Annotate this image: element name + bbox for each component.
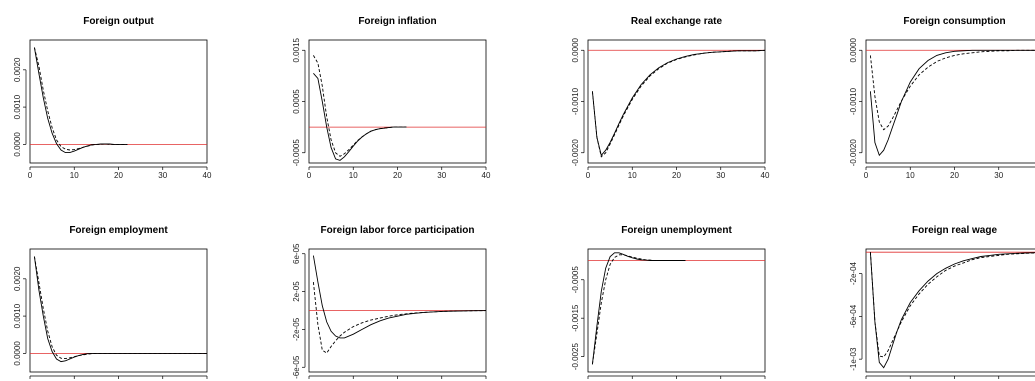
y-tick-label: -0.0010	[849, 87, 858, 115]
x-tick-label: 30	[158, 171, 167, 180]
series-line-solid	[312, 255, 487, 339]
x-tick-label: 30	[437, 171, 446, 180]
panel-5: Foreign employment0102030400.00000.00100…	[13, 225, 212, 381]
x-tick-label: 20	[114, 171, 123, 180]
y-tick-label: 6e-05	[292, 243, 301, 264]
series-line-solid	[591, 49, 766, 157]
y-tick-label: 0.0020	[13, 57, 22, 82]
y-tick-label: -0.0005	[571, 266, 580, 294]
x-tick-label: 0	[864, 171, 869, 180]
y-tick-label: 0.0000	[571, 37, 580, 62]
panel-title: Foreign output	[83, 16, 154, 27]
x-tick-label: 10	[349, 171, 358, 180]
x-tick-label: 40	[203, 171, 212, 180]
y-tick-label: -2e-05	[292, 317, 301, 341]
panel-title: Foreign real wage	[912, 225, 997, 236]
series-line-dashed	[33, 256, 207, 360]
plot-frame	[865, 248, 1035, 373]
y-tick-label: -6e-04	[849, 304, 858, 328]
y-tick-label: 0.0010	[13, 94, 22, 119]
panel-2: Foreign inflation 0 10 20 30 40 -0.0005 0.0005 0…	[292, 16, 491, 180]
series-line-solid	[313, 73, 407, 161]
series-line-solid	[33, 47, 128, 154]
panel-6: Foreign labor force participation0102030…	[292, 225, 491, 381]
y-tick-label: 0.0000	[13, 341, 22, 366]
panel-4: Foreign consumption010203040-0.0020-0.00…	[849, 16, 1035, 180]
series-line-dashed	[33, 47, 128, 151]
panel-title: Foreign inflation	[358, 16, 436, 27]
x-tick-label: 30	[994, 171, 1003, 180]
y-tick-label: -0.0020	[571, 139, 580, 167]
y-tick-label: 2e-05	[292, 281, 301, 302]
x-tick-label: 20	[950, 171, 959, 180]
y-tick-label: 0.0005	[292, 89, 301, 114]
panel-3: Real exchange rate 0 10 20 30 40 -0.0020 -0.001…	[571, 16, 770, 180]
y-tick-label: -0.0005	[292, 139, 301, 167]
x-tick-label: 40	[482, 171, 491, 180]
x-tick-label: 0	[307, 171, 312, 180]
series-line-dashed	[591, 49, 766, 158]
y-tick-label: 0.0015	[292, 37, 301, 62]
y-tick-label: -0.0010	[571, 87, 580, 115]
panel-title: Real exchange rate	[631, 16, 723, 27]
y-tick-label: -0.0025	[571, 343, 580, 371]
x-tick-label: 20	[672, 171, 681, 180]
y-tick-label: -6e-05	[292, 355, 301, 379]
plot-frame	[587, 39, 766, 164]
panel-title: Foreign employment	[69, 225, 168, 236]
panel-1: Foreign output 0 10 20 30 40 0.0000 0.0010 0.002…	[13, 16, 212, 180]
series-line-dashed	[313, 55, 407, 157]
series-line-dashed	[869, 252, 1035, 358]
plot-frame	[308, 39, 487, 164]
y-tick-label: 0.0000	[13, 132, 22, 157]
x-tick-label: 10	[906, 171, 915, 180]
y-tick-label: -0.0015	[571, 304, 580, 332]
panel-title: Foreign labor force participation	[321, 225, 475, 236]
series-line-solid	[33, 256, 207, 363]
series-line-dashed	[869, 49, 1035, 131]
x-tick-label: 10	[70, 171, 79, 180]
plot-frame	[587, 248, 766, 373]
x-tick-label: 0	[586, 171, 591, 180]
panel-7: Foreign unemployment010203040-0.0025-0.0…	[571, 225, 770, 381]
y-tick-label: 0.0000	[849, 37, 858, 62]
x-tick-label: 0	[28, 171, 33, 180]
plot-frame	[29, 248, 208, 373]
y-tick-label: 0.0010	[13, 303, 22, 328]
plot-frame	[865, 39, 1035, 164]
panel-title: Foreign unemployment	[621, 225, 732, 236]
series-line-dashed	[591, 254, 686, 365]
y-tick-label: -1e-03	[849, 347, 858, 371]
panel-8: Foreign real wage010203040-1e-03-6e-04-2…	[849, 225, 1035, 381]
series-line-solid	[869, 252, 1035, 369]
panel-title: Foreign consumption	[903, 16, 1005, 27]
x-tick-label: 40	[761, 171, 770, 180]
x-tick-label: 10	[628, 171, 637, 180]
y-tick-label: -0.0020	[849, 139, 858, 167]
y-tick-label: -2e-04	[849, 261, 858, 285]
series-line-dashed	[312, 282, 487, 354]
x-tick-label: 20	[393, 171, 402, 180]
x-tick-label: 30	[716, 171, 725, 180]
y-tick-label: 0.0020	[13, 266, 22, 291]
plot-frame	[29, 39, 208, 164]
series-line-solid	[869, 49, 1035, 157]
series-line-solid	[591, 252, 686, 365]
